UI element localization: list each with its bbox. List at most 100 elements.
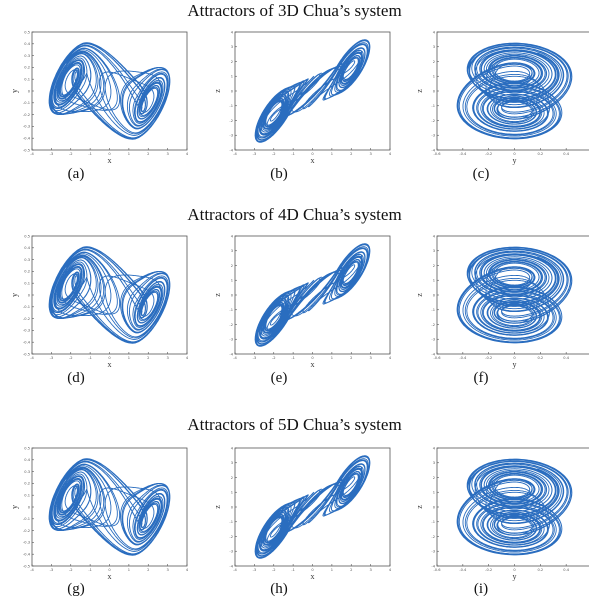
y-tick-label: -0.5 xyxy=(23,564,30,568)
y-tick-label: 0.1 xyxy=(24,494,30,498)
y-tick-label: 1 xyxy=(231,75,233,79)
y-tick-label: 0.4 xyxy=(24,42,30,46)
x-tick-label: 2 xyxy=(350,356,352,360)
y-tick-label: 1 xyxy=(433,491,435,495)
x-tick-label: -4 xyxy=(233,568,237,572)
x-tick-label: -0.2 xyxy=(485,152,492,156)
x-tick-label: 4 xyxy=(186,152,189,156)
y-tick-label: -0.2 xyxy=(23,113,30,117)
y-tick-label: 1 xyxy=(433,279,435,283)
y-tick-label: 0 xyxy=(231,505,234,509)
x-axis-label: x xyxy=(108,156,112,165)
x-tick-label: -0.4 xyxy=(459,568,467,572)
y-tick-label: -3 xyxy=(431,338,435,342)
y-tick-label: 0.2 xyxy=(24,482,30,486)
y-tick-label: 2 xyxy=(433,476,435,480)
x-axis-label: x xyxy=(108,572,112,581)
y-tick-label: 3 xyxy=(231,249,233,253)
y-tick-label: -1 xyxy=(229,308,233,312)
y-tick-label: 4 xyxy=(231,446,234,450)
panel-caption: (h) xyxy=(270,581,288,597)
y-tick-label: 0.5 xyxy=(24,30,30,34)
x-tick-label: -3 xyxy=(50,568,54,572)
x-tick-label: 4 xyxy=(389,356,392,360)
y-tick-label: 0 xyxy=(433,293,436,297)
x-axis-label: x xyxy=(108,360,112,369)
attractor-trajectory xyxy=(48,246,171,344)
x-tick-label: -1 xyxy=(88,568,92,572)
x-tick-label: -4 xyxy=(30,356,34,360)
x-tick-label: 2 xyxy=(350,568,352,572)
x-tick-label: -0.6 xyxy=(433,568,441,572)
y-tick-label: 4 xyxy=(231,30,234,34)
x-tick-label: -2 xyxy=(272,152,276,156)
y-tick-label: 0.3 xyxy=(24,258,30,262)
attractor-trajectory xyxy=(254,455,371,559)
y-tick-label: -2 xyxy=(229,535,233,539)
x-tick-label: -0.6 xyxy=(433,152,441,156)
x-tick-label: 1 xyxy=(128,152,130,156)
y-tick-label: -1 xyxy=(431,104,435,108)
y-tick-label: -0.1 xyxy=(23,101,30,105)
x-tick-label: -2 xyxy=(69,152,73,156)
x-tick-label: 0 xyxy=(108,568,111,572)
attractor-panel-a: -4 -3 -2 -1 0 1 2 3 4 -0.5 -0.4 -0.3 -0.2 -0.1 0 0.1 0.2… xyxy=(10,28,192,165)
attractor-plot: -4 -3 -2 -1 0 1 2 3 4 -0.5 -0.4 -0.3 -0.2 -0.1 0 0.1 0.2… xyxy=(10,446,189,581)
x-tick-label: 4 xyxy=(186,568,189,572)
y-tick-label: -0.3 xyxy=(23,329,30,333)
x-tick-label: -2 xyxy=(69,356,73,360)
x-tick-label: -2 xyxy=(69,568,73,572)
x-tick-label: 2 xyxy=(147,356,149,360)
y-tick-label: -4 xyxy=(431,352,435,356)
y-tick-label: -1 xyxy=(431,308,435,312)
attractor-plot: -4 -3 -2 -1 0 1 2 3 4 -4 -3 -2 -1 0 1 2 3 4 x z xyxy=(213,446,392,581)
x-tick-label: 0.4 xyxy=(563,152,569,156)
row-title-5d: Attractors of 5D Chua’s system xyxy=(187,415,402,434)
y-tick-label: 0.1 xyxy=(24,282,30,286)
y-tick-label: 0.4 xyxy=(24,246,30,250)
y-axis-label: z xyxy=(213,89,222,93)
y-tick-label: -0.4 xyxy=(23,341,31,345)
y-tick-label: -2 xyxy=(431,323,435,327)
x-axis-label: x xyxy=(311,572,315,581)
x-tick-label: -0.2 xyxy=(485,356,492,360)
x-tick-label: 0 xyxy=(311,152,314,156)
x-tick-label: 1 xyxy=(331,356,333,360)
x-tick-label: 3 xyxy=(369,568,371,572)
y-axis-label: z xyxy=(415,505,424,509)
y-tick-label: -2 xyxy=(229,119,233,123)
attractor-plot: -4 -3 -2 -1 0 1 2 3 4 -4 -3 -2 -1 0 1 2 3 4 x z xyxy=(213,30,392,165)
y-tick-label: 0.2 xyxy=(24,66,30,70)
panel-caption: (c) xyxy=(472,166,490,182)
x-tick-label: 3 xyxy=(369,152,371,156)
x-tick-label: -1 xyxy=(291,568,295,572)
x-tick-label: 0.2 xyxy=(537,152,543,156)
x-tick-label: -0.4 xyxy=(459,152,467,156)
y-tick-label: -0.4 xyxy=(23,553,31,557)
y-axis-label: z xyxy=(415,89,424,93)
x-tick-label: 1 xyxy=(128,568,130,572)
y-tick-label: -0.5 xyxy=(23,352,30,356)
y-tick-label: -4 xyxy=(229,352,233,356)
x-tick-label: -3 xyxy=(253,152,257,156)
x-tick-label: 0.2 xyxy=(537,568,543,572)
y-tick-label: 2 xyxy=(231,476,233,480)
y-tick-label: -2 xyxy=(431,535,435,539)
x-tick-label: 0.4 xyxy=(563,568,569,572)
attractor-trajectory xyxy=(456,246,573,344)
y-tick-label: 2 xyxy=(433,60,435,64)
y-tick-label: -3 xyxy=(229,550,233,554)
x-tick-label: 3 xyxy=(166,568,168,572)
y-tick-label: 4 xyxy=(433,446,436,450)
y-axis-label: z xyxy=(415,293,424,297)
panel-caption: (a) xyxy=(67,166,85,182)
x-tick-label: 1 xyxy=(331,568,333,572)
x-tick-label: -1 xyxy=(88,356,92,360)
y-tick-label: -4 xyxy=(431,564,435,568)
x-tick-label: -1 xyxy=(291,356,295,360)
x-tick-label: 0 xyxy=(513,568,516,572)
x-tick-label: -0.6 xyxy=(433,356,441,360)
x-tick-label: 3 xyxy=(369,356,371,360)
y-tick-label: 0.4 xyxy=(24,458,30,462)
y-tick-label: 3 xyxy=(433,249,435,253)
